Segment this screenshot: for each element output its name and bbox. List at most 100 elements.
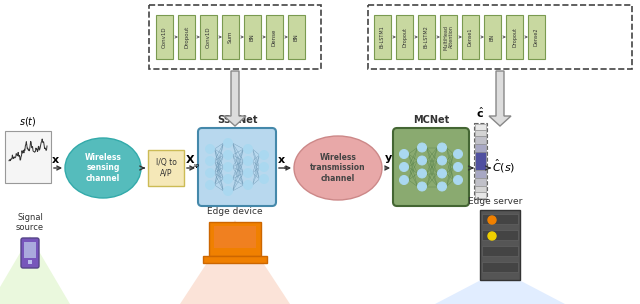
Bar	[266, 15, 283, 59]
Text: Bi-LSTM1: Bi-LSTM1	[380, 26, 385, 48]
Bar	[178, 15, 195, 59]
Bar	[209, 222, 261, 256]
Circle shape	[417, 156, 426, 165]
Text: $s(t)$: $s(t)$	[19, 115, 37, 128]
Circle shape	[454, 175, 463, 185]
Circle shape	[223, 139, 232, 147]
Text: Sum: Sum	[228, 31, 233, 43]
Text: s: s	[284, 165, 287, 170]
Text: $\hat{C}(s)$: $\hat{C}(s)$	[492, 157, 515, 175]
Bar	[244, 15, 261, 59]
Text: Bi-LSTM2: Bi-LSTM2	[424, 26, 429, 48]
Circle shape	[243, 168, 253, 178]
Bar	[368, 5, 632, 69]
Polygon shape	[0, 236, 70, 304]
Text: BN: BN	[294, 33, 299, 41]
Circle shape	[259, 174, 269, 184]
Bar	[480, 210, 520, 280]
FancyBboxPatch shape	[21, 238, 39, 268]
Bar	[418, 15, 435, 59]
Text: I/Q to
A/P: I/Q to A/P	[156, 158, 177, 178]
Circle shape	[399, 150, 408, 158]
FancyBboxPatch shape	[393, 128, 469, 206]
Text: Dropout: Dropout	[184, 26, 189, 48]
Text: Wireless
sensing
channel: Wireless sensing channel	[84, 153, 122, 183]
Circle shape	[259, 150, 269, 160]
Bar	[475, 124, 486, 130]
Bar	[28, 260, 32, 264]
Text: Conv1D: Conv1D	[162, 26, 167, 48]
Circle shape	[243, 157, 253, 165]
Text: Wireless
transmission
channel: Wireless transmission channel	[310, 153, 366, 183]
Text: BN: BN	[250, 33, 255, 41]
Circle shape	[259, 163, 269, 171]
Circle shape	[205, 144, 214, 154]
Circle shape	[243, 144, 253, 154]
Circle shape	[417, 143, 426, 152]
Text: Dense1: Dense1	[468, 28, 473, 46]
Circle shape	[223, 163, 232, 171]
Bar	[24, 242, 36, 258]
Bar	[474, 123, 487, 199]
Circle shape	[417, 182, 426, 191]
Bar	[288, 15, 305, 59]
Circle shape	[454, 163, 463, 171]
Bar	[5, 131, 51, 183]
Text: Dropout: Dropout	[512, 27, 517, 47]
Bar	[214, 226, 256, 248]
Polygon shape	[435, 270, 565, 304]
Bar	[148, 150, 184, 186]
Text: SSCNet: SSCNet	[217, 115, 257, 125]
Circle shape	[399, 175, 408, 185]
Circle shape	[488, 216, 496, 224]
Circle shape	[488, 232, 496, 240]
Circle shape	[223, 174, 232, 184]
Text: Edge device: Edge device	[207, 207, 263, 216]
Text: MultiHead
Attention: MultiHead Attention	[443, 25, 454, 50]
Bar	[482, 246, 518, 256]
Text: Dense: Dense	[272, 28, 277, 46]
Ellipse shape	[65, 138, 141, 198]
Text: $\mathbf{X}$: $\mathbf{X}$	[185, 153, 195, 165]
Text: Conv1D: Conv1D	[206, 26, 211, 48]
Bar	[482, 262, 518, 272]
Text: Signal
source: Signal source	[16, 212, 44, 232]
Bar	[149, 5, 321, 69]
Polygon shape	[180, 220, 290, 304]
Text: $\hat{\mathbf{c}}$: $\hat{\mathbf{c}}$	[476, 105, 484, 120]
Circle shape	[223, 186, 232, 195]
Bar	[482, 230, 518, 240]
Text: AP: AP	[193, 164, 200, 169]
Bar	[475, 186, 486, 192]
Circle shape	[438, 143, 447, 152]
Text: Dropout: Dropout	[402, 27, 407, 47]
Ellipse shape	[294, 136, 382, 200]
Text: $\mathbf{y}$: $\mathbf{y}$	[384, 153, 393, 165]
Bar	[475, 178, 486, 186]
Bar	[475, 136, 486, 144]
Text: $\mathbf{x}$: $\mathbf{x}$	[51, 155, 61, 165]
Bar	[475, 144, 486, 152]
Circle shape	[205, 157, 214, 165]
Bar	[482, 214, 518, 224]
Bar	[528, 15, 545, 59]
Circle shape	[438, 169, 447, 178]
Bar	[475, 130, 486, 136]
Bar	[396, 15, 413, 59]
Text: BN: BN	[490, 33, 495, 40]
Text: Dense2: Dense2	[534, 28, 539, 46]
Bar	[484, 15, 501, 59]
Bar	[156, 15, 173, 59]
Circle shape	[205, 181, 214, 189]
Bar	[214, 226, 256, 248]
Bar	[475, 152, 486, 170]
Bar	[462, 15, 479, 59]
Text: Edge server: Edge server	[468, 197, 522, 206]
Bar	[203, 256, 267, 263]
Bar	[506, 15, 523, 59]
Polygon shape	[489, 71, 511, 126]
Circle shape	[243, 181, 253, 189]
Circle shape	[438, 156, 447, 165]
Bar	[440, 15, 457, 59]
Circle shape	[454, 150, 463, 158]
